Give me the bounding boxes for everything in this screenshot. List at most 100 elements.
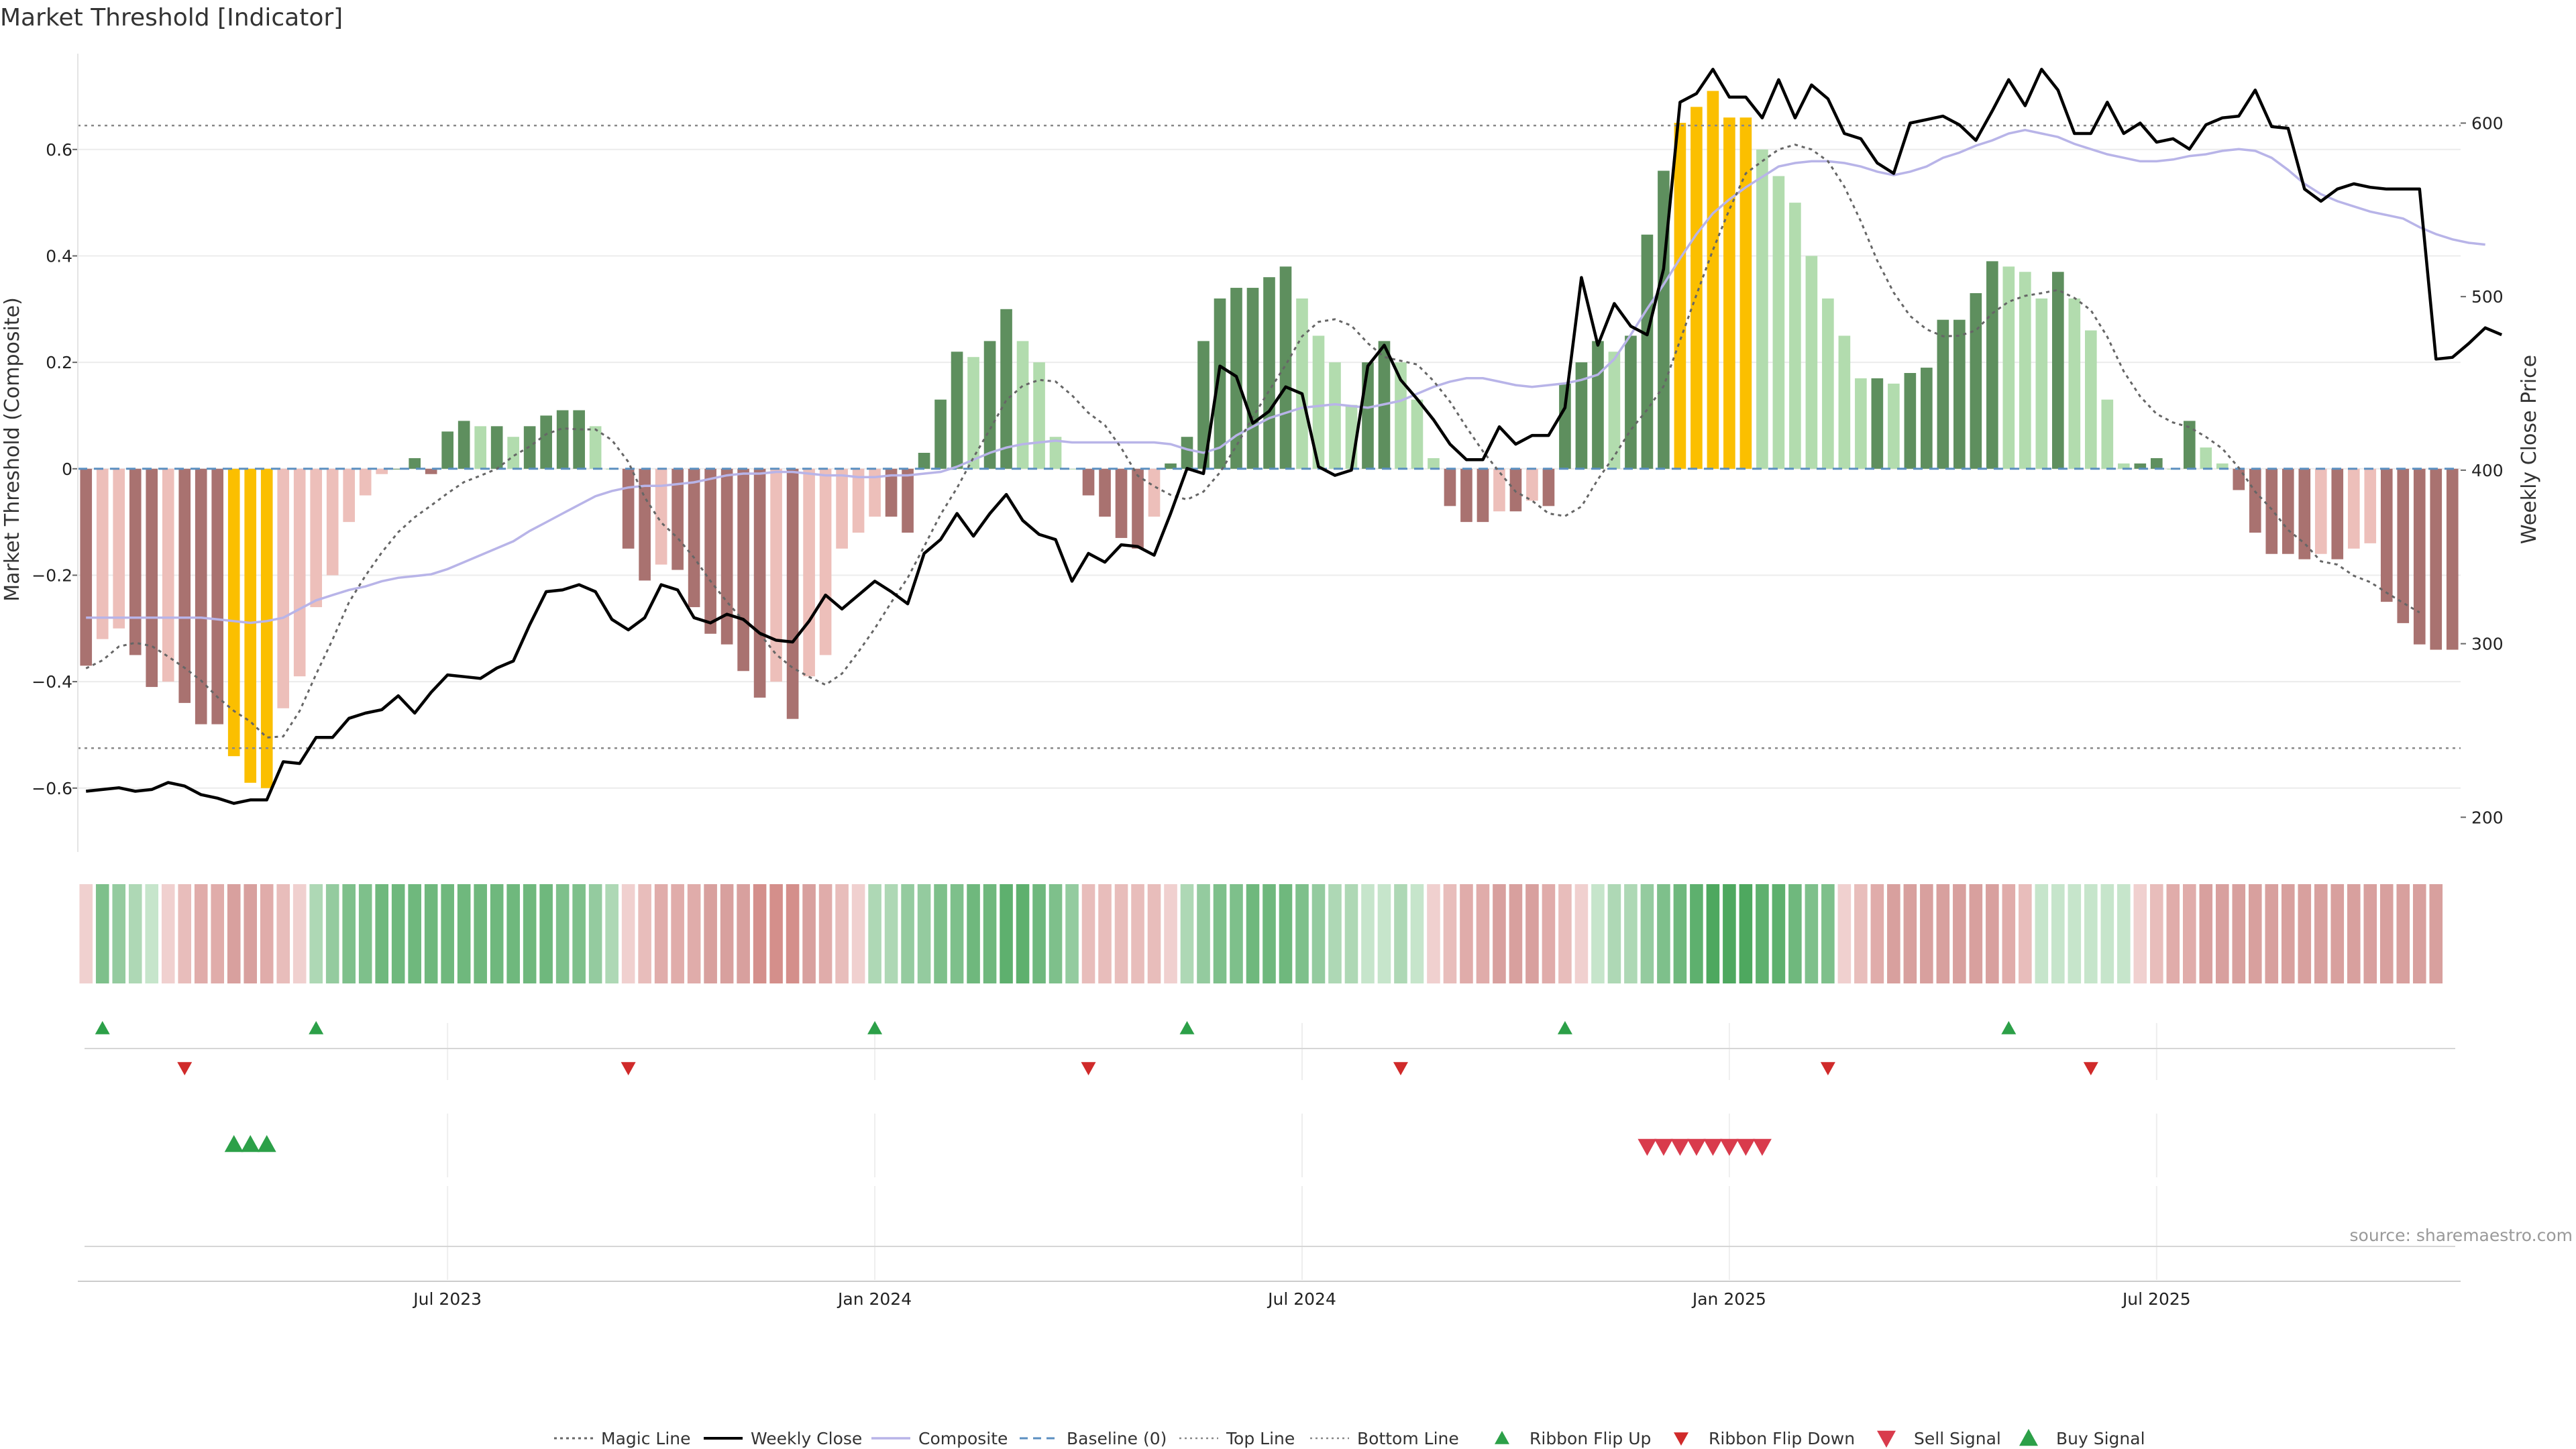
ribbon-cell xyxy=(1114,884,1128,983)
ribbon-cell xyxy=(671,884,684,983)
ribbon-cell xyxy=(1936,884,1950,983)
ribbon-cell xyxy=(178,884,192,983)
ribbon-cell xyxy=(588,884,602,983)
composite-bar xyxy=(80,468,93,666)
composite-bar xyxy=(1049,437,1062,469)
composite-bar xyxy=(1904,373,1917,469)
composite-bar xyxy=(129,468,142,655)
ribbon-cell xyxy=(1443,884,1457,983)
ribbon-cell xyxy=(1887,884,1900,983)
composite-bar xyxy=(310,468,323,608)
tick-label-left: 0.6 xyxy=(46,140,72,160)
ribbon-cell xyxy=(95,884,109,983)
ribbon-cell xyxy=(1821,884,1835,983)
ribbon-cell xyxy=(950,884,964,983)
composite-bar xyxy=(885,468,898,517)
composite-bar xyxy=(704,468,716,634)
ribbon-cell xyxy=(2412,884,2426,983)
composite-bar xyxy=(1559,383,1571,469)
source-note: source: sharemaestro.com xyxy=(2350,1226,2573,1245)
ribbon-cell xyxy=(1361,884,1375,983)
ribbon-cell xyxy=(1344,884,1358,983)
ribbon-cell xyxy=(572,884,586,983)
composite-bar xyxy=(425,468,437,474)
ribbon-cell xyxy=(1624,884,1638,983)
legend-label: Weekly Close xyxy=(751,1429,862,1448)
composite-bar xyxy=(1296,298,1308,469)
composite-bar xyxy=(2430,468,2443,650)
composite-bar xyxy=(1115,468,1128,538)
ribbon-cell xyxy=(1311,884,1326,983)
composite-bar xyxy=(934,399,947,469)
composite-bar xyxy=(688,468,700,608)
ribbon-cell xyxy=(2281,884,2295,983)
ribbon-strip xyxy=(79,884,2443,983)
ribbon-cell xyxy=(753,884,767,983)
composite-bar xyxy=(556,410,569,469)
composite-bar xyxy=(1263,277,1275,469)
composite-bar xyxy=(2052,272,2064,469)
sell-signal-marker xyxy=(1736,1138,1756,1156)
ribbon-cell xyxy=(983,884,997,983)
composite-bar xyxy=(2265,468,2278,554)
ribbon-cell xyxy=(1591,884,1605,983)
composite-bar xyxy=(1509,468,1522,512)
ribbon-cell xyxy=(1131,884,1144,983)
composite-bar xyxy=(2347,468,2360,549)
ribbon-cell xyxy=(2379,884,2394,983)
tick-label-x: Jan 2024 xyxy=(837,1289,912,1309)
ribbon-flip-down-marker xyxy=(1820,1062,1835,1075)
ribbon-flip-up-marker xyxy=(1179,1021,1195,1034)
ribbon-cell xyxy=(934,884,947,983)
composite-bar xyxy=(1246,288,1259,469)
ribbon-cell xyxy=(1476,884,1490,983)
ribbon-cell xyxy=(2396,884,2410,983)
composite-bar xyxy=(293,468,306,677)
tick-label-left: 0 xyxy=(62,460,72,479)
ribbon-cell xyxy=(2100,884,2114,983)
composite-bar xyxy=(1428,458,1440,469)
buy-signal-marker xyxy=(224,1135,244,1152)
tick-label-x: Jul 2023 xyxy=(412,1289,482,1309)
tick-label-left: −0.6 xyxy=(32,779,72,798)
ribbon-cell xyxy=(2429,884,2443,983)
ribbon-cell xyxy=(1969,884,1983,983)
ribbon-cell xyxy=(2330,884,2345,983)
composite-bar xyxy=(2249,468,2261,533)
legend-label: Magic Line xyxy=(601,1429,691,1448)
composite-bar xyxy=(1279,266,1292,469)
composite-bar xyxy=(227,468,240,757)
composite-bar xyxy=(96,468,109,639)
ribbon-flip-up-marker xyxy=(2001,1021,2017,1034)
composite-bar xyxy=(2019,272,2031,469)
composite-bar xyxy=(1641,234,1654,469)
ribbon-cell xyxy=(1854,884,1868,983)
ribbon-cell xyxy=(408,884,421,983)
ribbon-cell xyxy=(441,884,454,983)
composite-bar xyxy=(967,357,979,469)
ribbon-cell xyxy=(2298,884,2312,983)
ribbon-cell xyxy=(654,884,668,983)
ribbon-cell xyxy=(276,884,290,983)
composite-bar xyxy=(2298,468,2311,559)
composite-bar xyxy=(507,437,519,469)
ribbon-cell xyxy=(1493,884,1506,983)
composite-bar xyxy=(2413,468,2426,645)
ribbon-cell xyxy=(802,884,816,983)
composite-bar xyxy=(589,426,602,469)
ribbon-cell xyxy=(2363,884,2377,983)
composite-bar xyxy=(1888,383,1900,469)
ribbon-cell xyxy=(1574,884,1589,983)
composite-bar xyxy=(441,431,453,469)
composite-bar xyxy=(1772,176,1785,469)
ribbon-cell xyxy=(1920,884,1933,983)
ribbon-flip-up-marker xyxy=(95,1021,110,1034)
composite-bar xyxy=(786,468,799,719)
tick-label-left: 0.4 xyxy=(46,246,72,266)
ribbon-cell xyxy=(375,884,388,983)
ribbon-cell xyxy=(769,884,783,983)
signal-rows xyxy=(78,1021,2461,1282)
weekly-close-line xyxy=(85,68,2503,805)
ribbon-cell xyxy=(457,884,471,983)
legend-swatch xyxy=(1674,1432,1688,1446)
